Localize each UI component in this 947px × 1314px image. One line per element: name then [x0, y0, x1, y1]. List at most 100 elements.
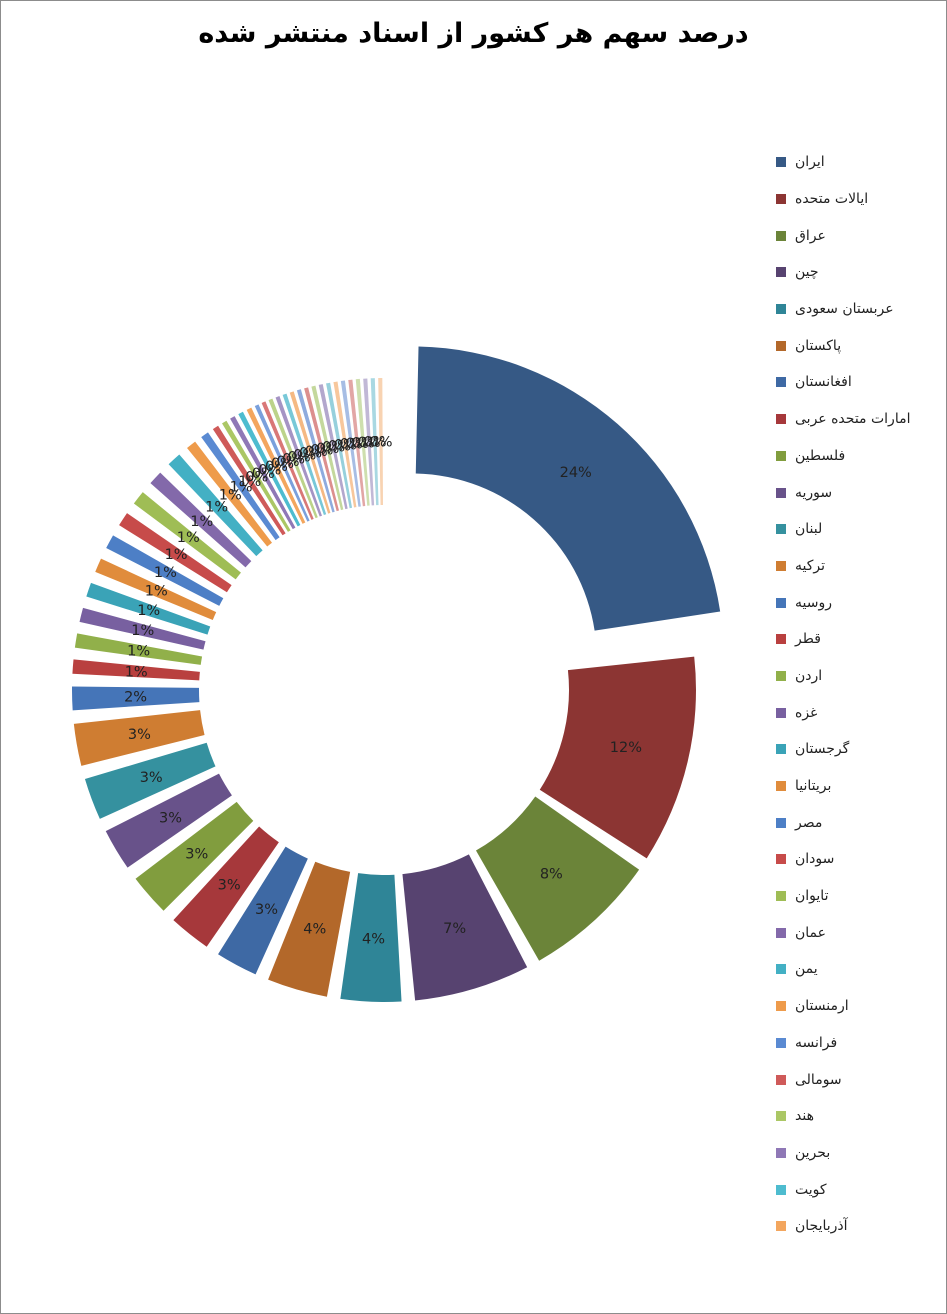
- data-label-36: 0%: [305, 444, 328, 460]
- slice-11: [73, 710, 205, 766]
- legend-label: پاکستان: [795, 337, 842, 354]
- legend-swatch: [776, 744, 786, 755]
- slice-19: [119, 513, 232, 593]
- slice-34: [282, 393, 327, 516]
- legend-swatch: [776, 487, 786, 498]
- slice-25: [212, 425, 286, 536]
- slice-46: [370, 378, 379, 506]
- legend-label: فلسطین: [795, 447, 846, 464]
- legend-swatch: [776, 450, 786, 461]
- slice-24: [201, 432, 280, 541]
- data-label-21: 1%: [190, 514, 213, 530]
- legend-item: ایالات متحده: [776, 181, 941, 218]
- data-label-23: 1%: [219, 488, 242, 504]
- data-label-43: 0%: [346, 436, 369, 452]
- legend-label: روسیه: [795, 594, 832, 611]
- legend-swatch: [776, 267, 786, 278]
- data-label-29: 0%: [265, 459, 288, 475]
- data-label-22: 1%: [205, 499, 228, 515]
- slice-20: [133, 492, 241, 580]
- legend-item: گرجستان: [776, 731, 941, 768]
- data-label-14: 1%: [127, 644, 150, 660]
- legend-swatch: [776, 230, 786, 241]
- legend-swatch: [776, 1074, 786, 1085]
- legend-swatch: [776, 194, 786, 205]
- slice-8: [135, 801, 254, 911]
- data-label-6: 3%: [255, 902, 278, 918]
- legend-swatch: [776, 781, 786, 792]
- slice-0: [415, 346, 721, 631]
- slice-14: [74, 633, 203, 665]
- slice-21: [150, 472, 252, 568]
- legend-item: تایوان: [776, 878, 941, 915]
- legend-item: ایران: [776, 144, 941, 181]
- legend-label: ایالات متحده: [795, 191, 869, 208]
- slice-43: [348, 379, 366, 507]
- data-label-27: 0%: [252, 466, 275, 482]
- data-label-45: 0%: [358, 435, 381, 451]
- data-label-33: 0%: [288, 449, 311, 465]
- legend-label: اردن: [795, 667, 823, 684]
- data-label-13: 1%: [125, 664, 148, 680]
- legend-item: چین: [776, 254, 941, 291]
- chart-title: درصد سهم هر کشور از اسناد منتشر شده: [198, 18, 749, 49]
- slice-26: [222, 420, 291, 532]
- data-label-16: 1%: [137, 603, 160, 619]
- legend-item: غزه: [776, 694, 941, 731]
- slice-39: [318, 384, 348, 510]
- legend-label: ایران: [795, 154, 825, 171]
- legend-swatch: [776, 1147, 786, 1158]
- legend-swatch: [776, 891, 786, 902]
- data-label-20: 1%: [177, 530, 200, 546]
- slice-10: [84, 742, 216, 819]
- data-label-7: 3%: [218, 877, 241, 893]
- slice-36: [296, 389, 335, 513]
- legend-swatch: [776, 524, 786, 535]
- slice-38: [311, 385, 344, 511]
- slice-12: [72, 686, 200, 711]
- legend-label: سودان: [795, 851, 835, 868]
- data-label-9: 3%: [159, 810, 182, 826]
- slice-18: [106, 535, 224, 606]
- legend-item: ترکیه: [776, 548, 941, 585]
- legend-item: قطر: [776, 621, 941, 658]
- data-label-25: 1%: [238, 474, 261, 490]
- data-label-41: 0%: [334, 438, 357, 454]
- legend-label: ترکیه: [795, 557, 826, 574]
- data-label-0: 24%: [560, 465, 592, 481]
- legend-item: سوریه: [776, 474, 941, 511]
- slice-7: [173, 826, 279, 947]
- slice-6: [218, 846, 308, 975]
- slice-41: [333, 381, 357, 508]
- legend-label: آذربایجان: [795, 1218, 848, 1235]
- legend-swatch: [776, 560, 786, 571]
- legend-swatch: [776, 414, 786, 425]
- legend-swatch: [776, 634, 786, 645]
- data-label-15: 1%: [131, 623, 154, 639]
- data-label-47: 0%: [370, 435, 393, 451]
- data-label-28: 0%: [258, 462, 281, 478]
- slice-16: [86, 582, 211, 635]
- data-label-31: 0%: [277, 454, 300, 470]
- data-label-32: 0%: [282, 452, 305, 468]
- legend-label: فرانسه: [795, 1034, 838, 1051]
- legend-label: غزه: [795, 704, 818, 721]
- legend-swatch: [776, 670, 786, 681]
- legend: ایران ایالات متحده عراق چین عربستان سعودی پاک…: [776, 144, 941, 1245]
- legend-item: سودان: [776, 841, 941, 878]
- slice-13: [72, 659, 200, 681]
- legend-swatch: [776, 817, 786, 828]
- legend-item: امارات متحده عربی: [776, 401, 941, 438]
- legend-swatch: [776, 597, 786, 608]
- legend-swatch: [776, 340, 786, 351]
- legend-item: فلسطین: [776, 438, 941, 475]
- slice-40: [326, 382, 353, 509]
- data-label-12: 2%: [124, 690, 147, 706]
- data-label-19: 1%: [165, 547, 188, 563]
- slice-23: [187, 441, 273, 547]
- legend-item: مصر: [776, 804, 941, 841]
- legend-item: روسیه: [776, 584, 941, 621]
- data-label-40: 0%: [328, 439, 351, 455]
- legend-swatch: [776, 1001, 786, 1012]
- legend-item: اردن: [776, 658, 941, 695]
